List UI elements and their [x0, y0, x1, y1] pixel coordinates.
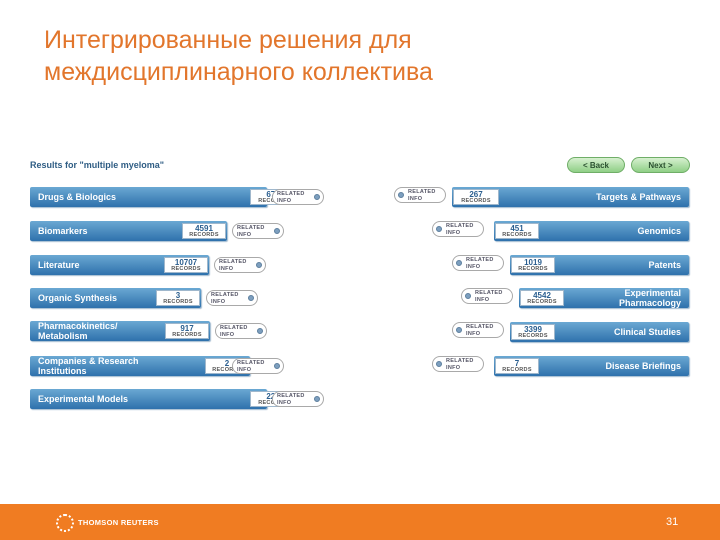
- footer-bar: [0, 504, 720, 540]
- title-line-1: Интегрированные решения для: [44, 26, 412, 54]
- category-bar-biomarkers[interactable]: Biomarkers 4591 RECORDS: [30, 221, 227, 241]
- related-info-icon: [257, 328, 263, 334]
- category-label: Companies & Research Institutions: [38, 356, 139, 376]
- related-info-icon: [436, 226, 442, 232]
- category-label: Patents: [648, 260, 681, 270]
- related-info-icon: [456, 260, 462, 266]
- related-info-button[interactable]: RELATED INFO: [394, 187, 446, 203]
- record-count[interactable]: 3 RECORDS: [156, 290, 200, 306]
- record-count[interactable]: 3399 RECORDS: [511, 324, 555, 340]
- related-info-button[interactable]: RELATED INFO: [461, 288, 513, 304]
- related-info-button[interactable]: RELATED INFO: [432, 356, 484, 372]
- related-info-icon: [398, 192, 404, 198]
- category-label: Clinical Studies: [613, 327, 681, 337]
- related-info-icon: [256, 262, 262, 268]
- category-label: Pharmacokinetics/Metabolism: [38, 321, 118, 341]
- category-bar-experimental-models[interactable]: Experimental Models 220RECORDS: [30, 389, 296, 409]
- related-info-icon: [248, 295, 254, 301]
- category-bar-genomics[interactable]: 451 RECORDS Genomics: [494, 221, 689, 241]
- record-count[interactable]: 4591 RECORDS: [182, 223, 226, 239]
- record-count[interactable]: 10707 RECORDS: [164, 257, 208, 273]
- record-count[interactable]: 451 RECORDS: [495, 223, 539, 239]
- thomson-reuters-logo-icon: [56, 514, 74, 532]
- related-info-button[interactable]: RELATED INFO: [432, 221, 484, 237]
- category-label: Targets & Pathways: [596, 192, 681, 202]
- related-info-button[interactable]: RELATED INFO: [272, 391, 324, 407]
- related-info-icon: [314, 396, 320, 402]
- record-count[interactable]: 267 RECORDS: [453, 189, 499, 205]
- category-label: Literature: [38, 260, 80, 270]
- related-info-icon: [465, 293, 471, 299]
- category-bar-organic-synthesis[interactable]: Organic Synthesis 3 RECORDS: [30, 288, 201, 308]
- brand-name: THOMSON REUTERS: [78, 518, 159, 527]
- category-bar-disease-briefings[interactable]: 7 RECORDS Disease Briefings: [494, 356, 689, 376]
- related-info-button[interactable]: RELATED INFO: [214, 257, 266, 273]
- related-info-button[interactable]: RELATED INFO: [452, 322, 504, 338]
- related-info-button[interactable]: RELATED INFO: [215, 323, 267, 339]
- back-button[interactable]: < Back: [567, 157, 625, 173]
- category-bar-patents[interactable]: 1019 RECORDS Patents: [510, 255, 689, 275]
- related-info-icon: [314, 194, 320, 200]
- category-label: Biomarkers: [38, 226, 88, 236]
- category-label: Drugs & Biologics: [38, 192, 117, 202]
- related-info-button[interactable]: RELATED INFO: [232, 223, 284, 239]
- related-info-icon: [456, 327, 462, 333]
- record-count[interactable]: 917 RECORDS: [165, 323, 209, 339]
- next-button[interactable]: Next >: [631, 157, 690, 173]
- slide-title: Интегрированные решения для междисциплин…: [44, 24, 684, 88]
- related-info-button[interactable]: RELATED INFO: [206, 290, 258, 306]
- category-bar-companies[interactable]: Companies & Research Institutions 2 RECORD…: [30, 356, 250, 376]
- results-label: Results for "multiple myeloma": [30, 160, 165, 170]
- category-bar-literature[interactable]: Literature 10707 RECORDS: [30, 255, 209, 275]
- category-bar-clinical-studies[interactable]: 3399 RECORDS Clinical Studies: [510, 322, 689, 342]
- category-label: Disease Briefings: [605, 361, 681, 371]
- category-label: Experimental Models: [38, 394, 129, 404]
- record-count[interactable]: 7 RECORDS: [495, 358, 539, 374]
- category-bar-targets-pathways[interactable]: 267 RECORDS Targets & Pathways: [452, 187, 689, 207]
- page-number: 31: [666, 516, 679, 528]
- related-info-button[interactable]: RELATED INFO: [232, 358, 284, 374]
- category-label: Experimental Pharmacology: [618, 288, 681, 308]
- category-bar-experimental-pharmacology[interactable]: 4542 RECORDS Experimental Pharmacology: [519, 288, 689, 308]
- record-count[interactable]: 4542 RECORDS: [520, 290, 564, 306]
- related-info-icon: [274, 228, 280, 234]
- category-bar-pharmacokinetics[interactable]: Pharmacokinetics/Metabolism 917 RECORDS: [30, 321, 210, 341]
- related-info-icon: [436, 361, 442, 367]
- category-label: Genomics: [637, 226, 681, 236]
- record-count[interactable]: 1019 RECORDS: [511, 257, 555, 273]
- related-info-button[interactable]: RELATED INFO: [452, 255, 504, 271]
- category-bar-drugs-biologics[interactable]: Drugs & Biologics 679RECORDS: [30, 187, 296, 207]
- related-info-icon: [274, 363, 280, 369]
- category-label: Organic Synthesis: [38, 293, 118, 303]
- title-line-2: междисциплинарного коллектива: [44, 58, 433, 86]
- related-info-button[interactable]: RELATED INFO: [272, 189, 324, 205]
